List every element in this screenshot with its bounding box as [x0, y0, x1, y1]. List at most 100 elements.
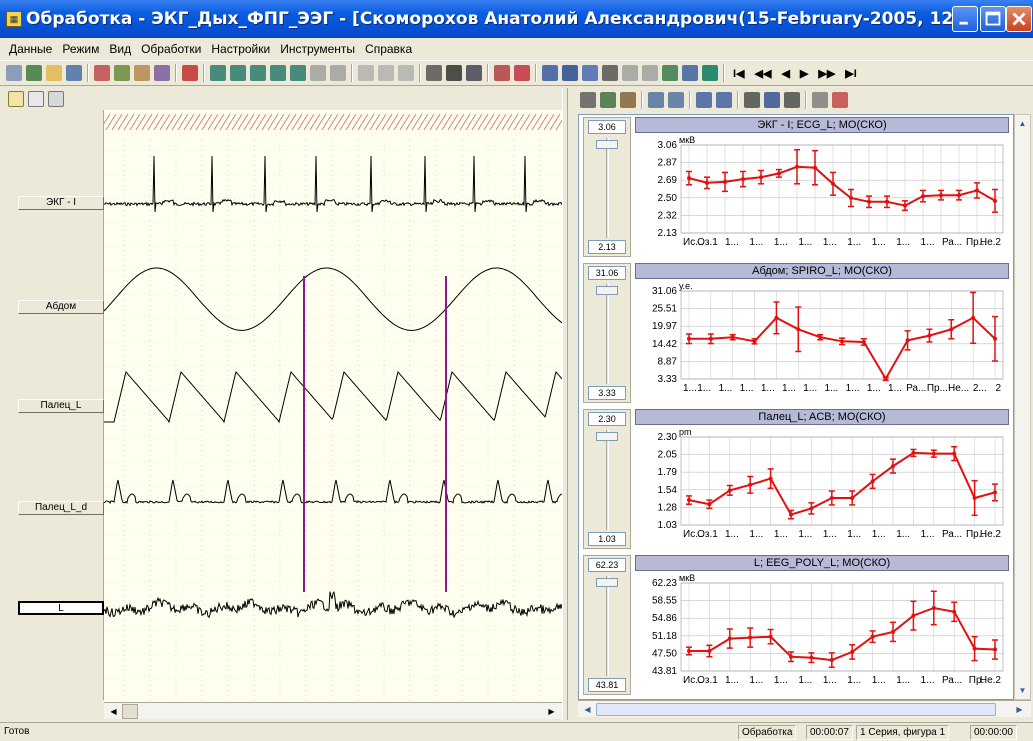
- first-record-icon[interactable]: I◀: [733, 67, 745, 80]
- folder-icon[interactable]: [46, 65, 62, 81]
- statistics-vertical-scrollbar[interactable]: ▲ ▼: [1014, 114, 1031, 700]
- wave-icon[interactable]: [494, 65, 510, 81]
- channel-list-icon[interactable]: [48, 91, 64, 107]
- print-icon[interactable]: [580, 92, 596, 108]
- channel-label-eeg[interactable]: L: [18, 601, 104, 615]
- merge-icon[interactable]: [134, 65, 150, 81]
- menu-mode[interactable]: Режим: [62, 42, 100, 56]
- pane-splitter[interactable]: [562, 88, 568, 720]
- split-icon[interactable]: [154, 65, 170, 81]
- print-preview-icon[interactable]: [466, 65, 482, 81]
- rewind-icon[interactable]: ◀◀: [754, 67, 772, 80]
- note-icon[interactable]: [602, 65, 618, 81]
- range-slider[interactable]: 3.06 2.13: [583, 117, 631, 257]
- slider-thumb[interactable]: [596, 432, 618, 441]
- pen-icon[interactable]: [622, 65, 638, 81]
- export-icon[interactable]: [668, 92, 684, 108]
- menu-view[interactable]: Вид: [109, 42, 132, 56]
- channel-label-finger[interactable]: Палец_L: [18, 399, 104, 413]
- chart-r-icon[interactable]: [682, 65, 698, 81]
- scroll-left-icon[interactable]: ◀: [584, 705, 591, 714]
- page-icon[interactable]: [446, 65, 462, 81]
- overlay-icon[interactable]: [716, 92, 732, 108]
- menu-data[interactable]: Данные: [9, 42, 53, 56]
- fast-forward-icon[interactable]: ▶▶: [818, 67, 836, 80]
- channel-label-ecg[interactable]: ЭКГ - I: [18, 196, 104, 210]
- stats-icon[interactable]: [662, 65, 678, 81]
- marker-range-icon[interactable]: [270, 65, 286, 81]
- range-slider[interactable]: 62.23 43.81: [583, 555, 631, 695]
- slider-min-value[interactable]: 43.81: [588, 678, 626, 692]
- range-slider[interactable]: 31.06 3.33: [583, 263, 631, 403]
- settings-icon[interactable]: [620, 92, 636, 108]
- minimize-button[interactable]: [952, 6, 978, 32]
- last-record-icon[interactable]: ▶I: [845, 67, 857, 80]
- menu-processing[interactable]: Обработки: [141, 42, 202, 56]
- channel-label-finger-d[interactable]: Палец_L_d: [18, 501, 104, 515]
- table-icon[interactable]: [582, 65, 598, 81]
- slider-min-value[interactable]: 1.03: [588, 532, 626, 546]
- marker-up-icon[interactable]: [250, 65, 266, 81]
- scroll-right-icon[interactable]: ▶: [548, 707, 555, 716]
- undo-icon[interactable]: [378, 65, 394, 81]
- menu-help[interactable]: Справка: [365, 42, 413, 56]
- scroll-thumb[interactable]: [596, 703, 996, 716]
- bar-chart-icon[interactable]: [562, 65, 578, 81]
- menu-settings[interactable]: Настройки: [211, 42, 271, 56]
- redo-icon[interactable]: [398, 65, 414, 81]
- preview-icon[interactable]: [66, 65, 82, 81]
- next-icon[interactable]: ▶: [799, 67, 809, 80]
- marker-clear-icon[interactable]: [330, 65, 346, 81]
- marker-down-icon[interactable]: [230, 65, 246, 81]
- slider-max-value[interactable]: 62.23: [588, 558, 626, 572]
- flag-icon[interactable]: [514, 65, 530, 81]
- tools-icon[interactable]: [784, 92, 800, 108]
- marker-all-icon[interactable]: [290, 65, 306, 81]
- group-icon[interactable]: [114, 65, 130, 81]
- slider-thumb[interactable]: [596, 286, 618, 295]
- slider-thumb[interactable]: [596, 578, 618, 587]
- save-icon[interactable]: [600, 92, 616, 108]
- slider-max-value[interactable]: 3.06: [588, 120, 626, 134]
- copy-chart-icon[interactable]: [648, 92, 664, 108]
- range-slider[interactable]: 2.30 1.03: [583, 409, 631, 549]
- print-icon[interactable]: [426, 65, 442, 81]
- r-script-icon[interactable]: [702, 65, 718, 81]
- edit-icon[interactable]: [26, 65, 42, 81]
- slider-min-value[interactable]: 3.33: [588, 386, 626, 400]
- axis-icon[interactable]: [696, 92, 712, 108]
- add-channel-icon[interactable]: [8, 91, 24, 107]
- marker-icon[interactable]: [210, 65, 226, 81]
- close-button[interactable]: [1006, 6, 1032, 32]
- channel-label-abdomen[interactable]: Абдом: [18, 300, 104, 314]
- histogram-icon[interactable]: [542, 65, 558, 81]
- copy-channel-icon[interactable]: [28, 91, 44, 107]
- scroll-down-icon[interactable]: ▼: [1018, 686, 1027, 695]
- menu-tools[interactable]: Инструменты: [280, 42, 356, 56]
- auto-icon[interactable]: [832, 92, 848, 108]
- open-data-icon[interactable]: [6, 65, 22, 81]
- marker-x-icon[interactable]: [310, 65, 326, 81]
- scroll-thumb[interactable]: [122, 704, 138, 719]
- previous-icon[interactable]: ◀: [781, 67, 790, 80]
- cut-icon[interactable]: [358, 65, 374, 81]
- filter-icon[interactable]: [94, 65, 110, 81]
- table-icon[interactable]: [744, 92, 760, 108]
- slider-max-value[interactable]: 31.06: [588, 266, 626, 280]
- maximize-button[interactable]: [980, 6, 1006, 32]
- data-point: [789, 654, 793, 659]
- scroll-right-icon[interactable]: ▶: [1016, 705, 1023, 714]
- scroll-left-icon[interactable]: ◀: [110, 707, 117, 716]
- slider-min-value[interactable]: 2.13: [588, 240, 626, 254]
- tree-icon[interactable]: [642, 65, 658, 81]
- slider-max-value[interactable]: 2.30: [588, 412, 626, 426]
- x-tick-label: Ис...: [683, 237, 704, 248]
- trace-horizontal-scrollbar[interactable]: ◀ ▶: [104, 702, 562, 719]
- slider-thumb[interactable]: [596, 140, 618, 149]
- statistics-horizontal-scrollbar[interactable]: ◀ ▶: [578, 700, 1031, 717]
- signal-trace-area[interactable]: [104, 110, 562, 702]
- align-icon[interactable]: [812, 92, 828, 108]
- scroll-up-icon[interactable]: ▲: [1018, 119, 1027, 128]
- bar-chart-icon[interactable]: [764, 92, 780, 108]
- zoom-icon[interactable]: [182, 65, 198, 81]
